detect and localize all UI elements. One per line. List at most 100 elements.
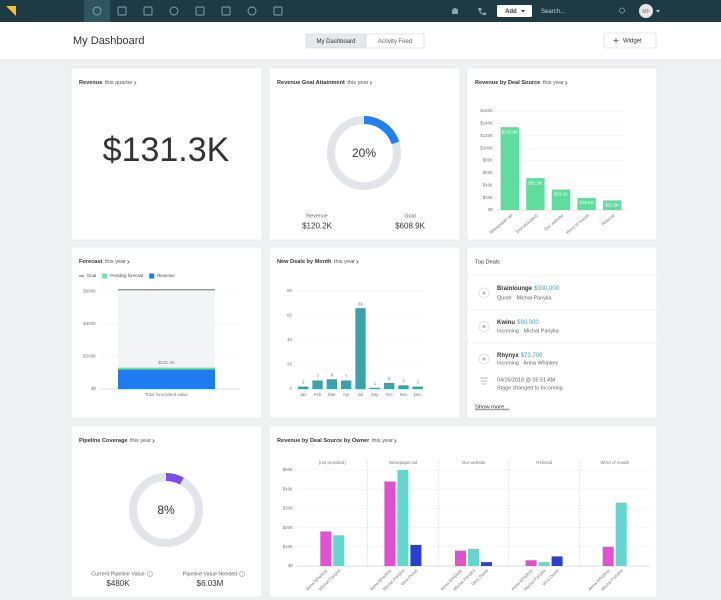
- value-label: 7: [345, 374, 348, 379]
- card-title: Top Deals: [475, 259, 500, 265]
- bar: [410, 544, 422, 566]
- y-tick-label: $120K: [480, 133, 493, 138]
- nav-icon[interactable]: [143, 6, 153, 16]
- value-label: $51.5K: [528, 180, 542, 185]
- stat-value: $608.9K: [395, 222, 425, 231]
- y-tick-label: 60: [287, 313, 292, 318]
- avatar[interactable]: [639, 4, 653, 18]
- y-tick-label: $0: [91, 386, 96, 391]
- nav-icon[interactable]: [273, 6, 283, 16]
- value-label: $133.9K: [502, 129, 518, 134]
- widget-button[interactable]: [603, 32, 657, 49]
- bar: [602, 200, 622, 210]
- card-title-period: this quarter: [105, 80, 133, 86]
- value-label: $15.5K: [605, 203, 619, 208]
- deal-amount: $300,000: [534, 286, 560, 292]
- x-tick-label: Sep: [371, 392, 379, 397]
- x-tick-label: Feb: [314, 392, 322, 397]
- activity-time: 04/26/2018 @ 05:51 AM: [497, 377, 556, 383]
- bell-icon[interactable]: [452, 8, 458, 14]
- legend-label: Revenue: [157, 273, 175, 278]
- nav-icon[interactable]: [169, 6, 179, 16]
- value-label: 7: [316, 374, 319, 379]
- card-title: New Deals by Month this year: [277, 259, 355, 265]
- search-box[interactable]: [536, 5, 630, 17]
- widget-label: Widget: [623, 39, 642, 45]
- nav-icon[interactable]: [247, 6, 257, 16]
- legend-label: Goal: [87, 273, 96, 278]
- card-title-period: this year: [334, 259, 355, 265]
- show-more[interactable]: Show more...: [475, 405, 510, 411]
- bar: [341, 380, 352, 389]
- donut-arc: [129, 473, 203, 547]
- nav-icon[interactable]: [195, 6, 205, 16]
- deal-icon-dot: [482, 324, 486, 329]
- activity-text: Stage changed to Incoming: [497, 385, 563, 391]
- y-tick-label: $600K: [83, 288, 96, 293]
- card-title-main: Revenue by Deal Source: [475, 80, 540, 86]
- nav-icon[interactable]: [92, 6, 102, 16]
- y-tick-label: $50K: [283, 467, 293, 472]
- info-icon[interactable]: [239, 571, 246, 577]
- group-label: Our website: [462, 460, 486, 465]
- chevron: [127, 260, 130, 264]
- bar: [355, 308, 366, 389]
- activity-icon: [480, 377, 488, 385]
- y-tick-label: $0: [488, 207, 493, 212]
- x-tick-label: Jan: [300, 392, 308, 397]
- nav-icon[interactable]: [117, 6, 127, 16]
- add-button[interactable]: [497, 5, 532, 17]
- big-number: $131.3K: [103, 131, 230, 169]
- y-tick-label: 40: [287, 337, 292, 342]
- y-tick-label: $40K: [283, 486, 293, 491]
- deal-amount: $90,000: [517, 320, 539, 326]
- x-tick-label: Dec: [414, 392, 423, 397]
- deal-title[interactable]: Brainlounge $300,000: [497, 286, 560, 292]
- bar: [526, 178, 545, 210]
- y-tick-label: $20K: [483, 195, 493, 200]
- x-tick-label: Nov: [400, 392, 409, 397]
- bar: [551, 556, 563, 566]
- value-label: 3: [402, 378, 405, 383]
- card-title-main: Revenue by Deal Source by Owner: [277, 438, 370, 444]
- card: [70, 67, 263, 241]
- bar: [298, 386, 309, 389]
- group-label: Newspaper ad: [389, 460, 418, 465]
- info-icon[interactable]: [146, 571, 153, 577]
- deal-name: Kwinu: [497, 320, 515, 326]
- deal-icon-dot: [482, 291, 486, 295]
- y-tick-label: $80K: [483, 158, 493, 163]
- y-tick-label: 0: [290, 386, 293, 391]
- value-label: 8: [331, 372, 334, 377]
- bar: [384, 481, 396, 566]
- card: [268, 425, 658, 598]
- value-label: 1: [374, 381, 377, 386]
- card-title-period: this year: [130, 438, 151, 444]
- donut-arc: [327, 116, 401, 190]
- y-tick-label: $160K: [480, 108, 493, 113]
- add-label: Add: [505, 9, 517, 15]
- stat-label: Goal: [404, 213, 415, 219]
- nav-icon[interactable]: [221, 6, 231, 16]
- card-title-period: this year: [105, 259, 126, 265]
- tab[interactable]: [365, 33, 425, 49]
- bar: [320, 531, 332, 566]
- y-tick-label: $40K: [483, 182, 493, 187]
- value-label: $33.1K: [554, 192, 568, 197]
- card-title: Pipeline Coverage this year: [79, 438, 151, 444]
- bar: [577, 197, 596, 210]
- deal-amount: $73,700: [521, 353, 543, 359]
- deal-detail: Incoming · Anna Whipkey: [497, 360, 558, 366]
- y-tick-label: $140K: [480, 121, 493, 126]
- tab-label: My Dashboard: [316, 39, 355, 45]
- deal-title[interactable]: Kwinu $90,000: [497, 320, 539, 326]
- card-title-main: Revenue: [79, 80, 102, 86]
- tab-label: Activity Feed: [378, 39, 412, 45]
- y-tick-label: $60K: [483, 170, 493, 175]
- card-title-main: Revenue Goal Attainment: [277, 80, 345, 86]
- deal-title[interactable]: Rhynyx $73,700: [497, 353, 543, 359]
- phone-icon[interactable]: [478, 8, 486, 16]
- value-label: 5: [388, 376, 391, 381]
- bar: [326, 379, 337, 389]
- y-tick-label: $10K: [283, 544, 293, 549]
